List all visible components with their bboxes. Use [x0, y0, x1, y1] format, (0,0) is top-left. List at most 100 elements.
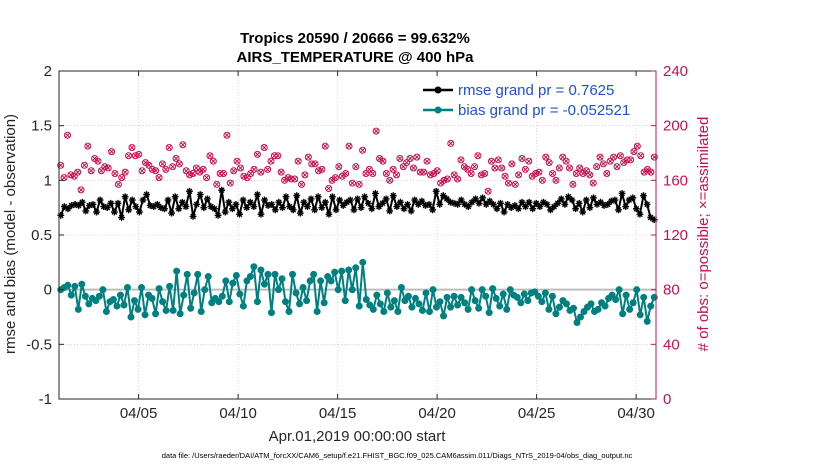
obs-assimilated-point: [139, 168, 145, 174]
rmse-point: [254, 191, 261, 198]
obs-possible-point: [538, 176, 546, 184]
obs-assimilated-point: [397, 155, 403, 162]
obs-possible-point: [440, 176, 448, 184]
obs-possible-point: [175, 160, 183, 168]
obs-possible-point: [535, 168, 543, 176]
obs-assimilated-point: [637, 152, 644, 159]
obs-assimilated-point: [556, 165, 563, 171]
obs-possible-point: [284, 174, 292, 182]
bias-point: [334, 286, 342, 294]
obs-possible-point: [464, 165, 472, 173]
obs-possible-point: [589, 179, 597, 187]
rmse-point: [114, 199, 122, 207]
obs-assimilated-point: [275, 152, 281, 159]
obs-assimilated-point: [502, 173, 508, 179]
rmse-point: [497, 199, 504, 207]
obs-possible-point: [494, 156, 502, 164]
rmse-point: [236, 210, 243, 218]
x-tick-label: 04/05: [120, 405, 158, 422]
bias-point: [95, 292, 103, 300]
bias-point: [608, 291, 616, 299]
legend: rmse grand pr = 0.7625 bias grand pr = -…: [420, 78, 644, 120]
obs-possible-point: [457, 156, 465, 164]
obs-assimilated-point: [539, 177, 546, 184]
obs-possible-point: [454, 175, 462, 183]
obs-assimilated-point: [570, 181, 576, 188]
obs-assimilated-point: [434, 168, 440, 174]
rmse-point: [479, 194, 487, 202]
obs-possible-point: [67, 171, 75, 179]
obs-assimilated-point: [210, 158, 217, 164]
obs-assimilated-point: [264, 166, 271, 173]
bias-point: [190, 289, 198, 297]
obs-assimilated-point: [600, 161, 607, 167]
obs-assimilated-point: [244, 174, 251, 181]
y-tick-label: 1: [44, 172, 52, 189]
obs-assimilated-point: [278, 169, 284, 175]
obs-assimilated-point: [268, 158, 274, 164]
obs-assimilated-point: [566, 165, 573, 171]
rmse-point: [271, 206, 279, 214]
obs-possible-point: [477, 171, 485, 179]
y-tick-label-right: 120: [663, 227, 688, 244]
rmse-point: [93, 208, 100, 216]
bias-point: [619, 310, 627, 318]
obs-assimilated-point: [441, 177, 447, 184]
rmse-point: [239, 196, 247, 204]
chart-subtitle: AIRS_TEMPERATURE @ 400 hPa: [237, 49, 475, 66]
obs-possible-point: [586, 171, 594, 179]
obs-possible-point: [593, 163, 601, 171]
obs-assimilated-point: [156, 174, 162, 181]
bias-point: [411, 294, 419, 302]
obs-assimilated-point: [532, 170, 539, 177]
bias-point: [447, 303, 455, 311]
rmse-point: [454, 200, 461, 208]
obs-assimilated-point: [386, 177, 393, 184]
obs-possible-point: [545, 159, 553, 167]
obs-possible-point: [342, 170, 350, 177]
obs-assimilated-point: [159, 161, 166, 167]
bias-point: [418, 306, 426, 314]
obs-assimilated-point: [346, 143, 352, 149]
bias-point: [643, 317, 651, 325]
obs-possible-point: [267, 157, 275, 165]
rmse-point: [325, 210, 333, 218]
obs-assimilated-point: [180, 142, 186, 148]
obs-possible-point: [243, 174, 251, 182]
bias-point: [131, 297, 139, 305]
obs-possible-point: [165, 144, 173, 152]
obs-possible-point: [525, 157, 533, 165]
bias-point: [331, 268, 339, 276]
obs-possible-point: [318, 165, 326, 173]
rmse-point: [557, 195, 565, 203]
rmse-point: [361, 193, 369, 201]
obs-possible-point: [236, 164, 244, 172]
obs-possible-point: [599, 160, 607, 168]
obs-assimilated-point: [312, 161, 318, 167]
bias-point: [457, 293, 465, 301]
rmse-point: [60, 203, 68, 210]
rmse-point: [57, 211, 65, 219]
obs-assimilated-point: [492, 165, 498, 171]
y-tick-label: -1: [39, 391, 52, 408]
bias-point: [92, 297, 100, 305]
rmse-point: [318, 204, 326, 212]
obs-assimilated-point: [234, 158, 240, 164]
obs-assimilated-point: [366, 166, 373, 173]
rmse-point: [218, 186, 226, 194]
obs-assimilated-point: [203, 174, 210, 181]
obs-possible-point: [158, 160, 166, 168]
rmse-point: [89, 200, 97, 208]
obs-assimilated-point: [105, 165, 111, 171]
obs-possible-point: [467, 170, 475, 177]
rmse-point: [257, 210, 265, 218]
bias-point: [250, 263, 258, 271]
rmse-point: [622, 203, 630, 210]
bias-point: [120, 301, 128, 309]
obs-assimilated-point: [118, 174, 125, 181]
y-tick-label-right: 200: [663, 118, 688, 135]
rmse-point: [189, 213, 197, 220]
rmse-point: [186, 187, 193, 195]
rmse-point: [364, 199, 372, 207]
